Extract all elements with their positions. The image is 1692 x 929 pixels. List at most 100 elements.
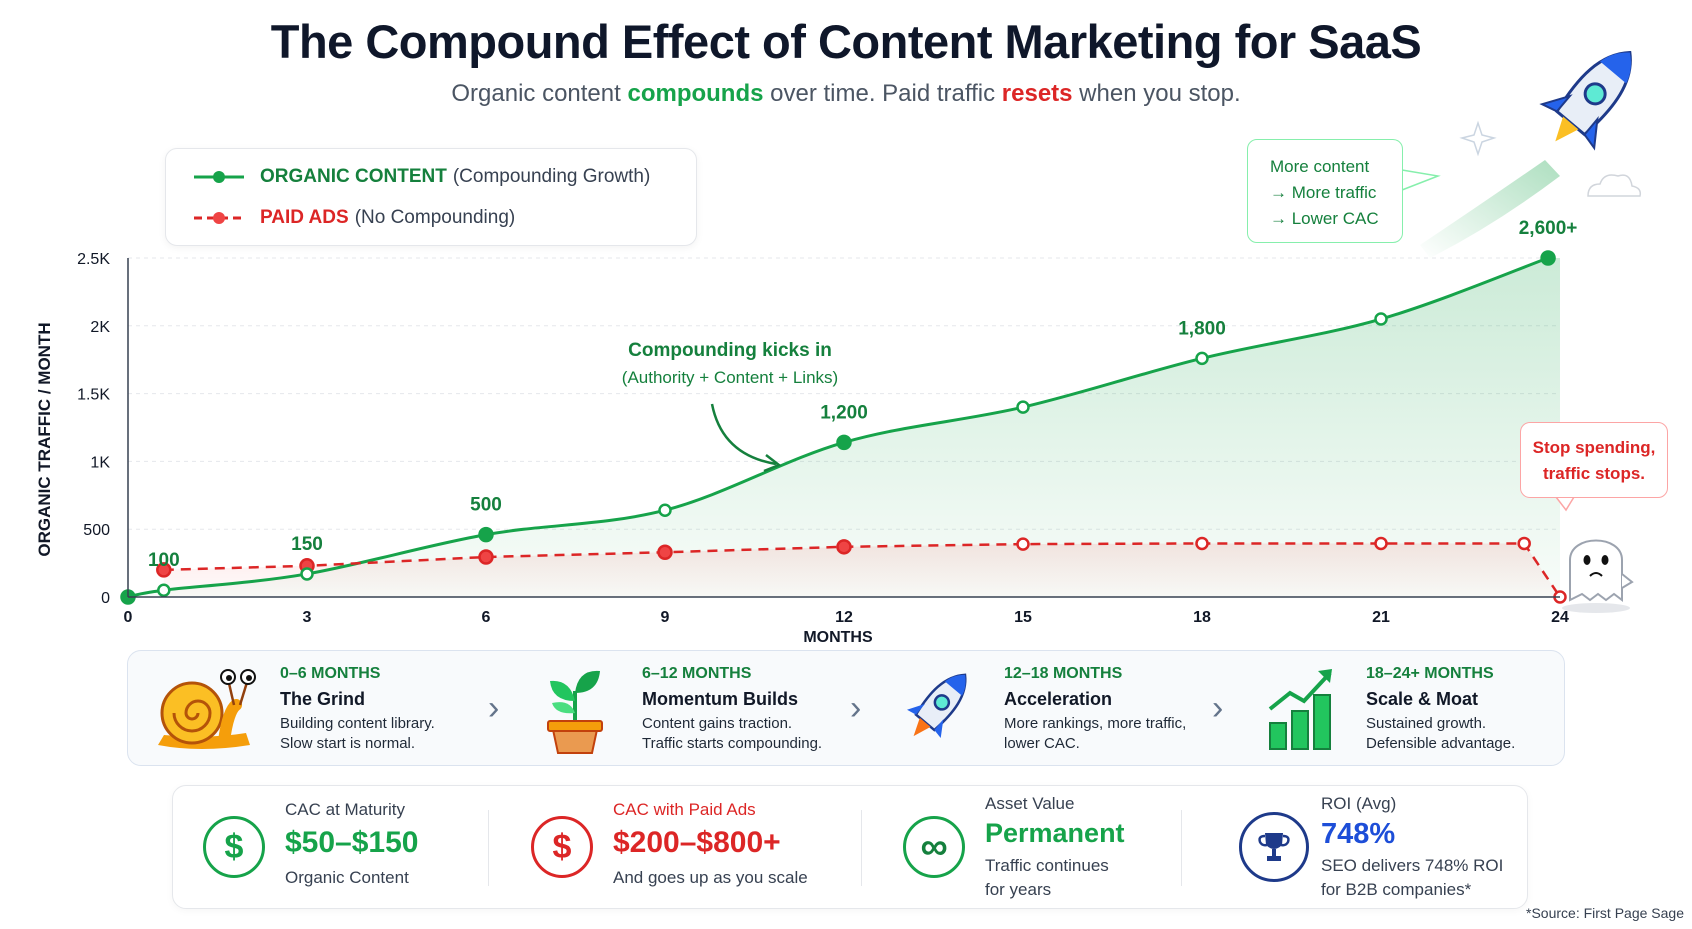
y-tick-label: 1K: [90, 454, 110, 471]
phase-card-acceleration: 12–18 MONTHS Acceleration More rankings,…: [872, 651, 1212, 767]
organic-area: [128, 258, 1560, 597]
phase-desc: Slow start is normal.: [280, 735, 416, 752]
x-axis-label: MONTHS: [803, 629, 873, 646]
callout-red-line: traffic stops.: [1542, 464, 1646, 483]
rocket-trail: [1420, 160, 1560, 258]
source-note: *Source: First Page Sage: [1526, 905, 1684, 921]
compounding-label-2: (Authority + Content + Links): [622, 368, 838, 387]
callout-red-line: Stop spending,: [1532, 438, 1656, 457]
organic-point: [1195, 351, 1209, 366]
compounding-arrow: [710, 403, 777, 466]
page-subtitle: Organic content compounds over time. Pai…: [0, 80, 1692, 108]
phase-name: Acceleration: [1004, 689, 1113, 709]
paid-point: [1195, 536, 1209, 551]
compounding-arrowhead: [763, 454, 782, 473]
dollar-icon: $: [531, 816, 593, 878]
subtitle-part: when you stop.: [1072, 80, 1241, 107]
organic-point: [300, 567, 314, 581]
x-tick-label: 9: [661, 609, 670, 626]
phase-desc: Content gains traction.: [642, 715, 793, 732]
chevron-right-icon: ›: [488, 689, 500, 727]
organic-point: [1540, 250, 1556, 266]
legend-organic-name: ORGANIC CONTENT: [260, 166, 447, 187]
organic-point: [157, 583, 171, 597]
subtitle-compounds: compounds: [627, 80, 764, 107]
stat-label: ROI (Avg): [1321, 794, 1397, 813]
divider: [1181, 810, 1182, 886]
stat-label: CAC at Maturity: [285, 800, 405, 819]
subtitle-part: Organic content: [451, 80, 628, 107]
phase-card-scale: 18–24+ MONTHS Scale & Moat Sustained gro…: [1234, 651, 1564, 767]
paid-point: [1016, 537, 1030, 551]
x-tick-label: 0: [124, 609, 133, 626]
paid-point: [657, 544, 673, 561]
phase-desc: Traffic starts compounding.: [642, 735, 823, 752]
callout-stop-spending: Stop spending, traffic stops.: [1520, 422, 1668, 498]
x-tick-label: 12: [835, 609, 853, 626]
y-tick-label: 2K: [90, 319, 110, 336]
x-tick-label: 24: [1551, 609, 1569, 626]
callout-green-line: → More traffic: [1270, 183, 1377, 202]
paid-line: [163, 542, 1562, 598]
phase-desc: Defensible advantage.: [1366, 735, 1516, 752]
organic-point: [836, 434, 852, 451]
y-tick-label: 2.5K: [77, 251, 110, 268]
x-tick-label: 21: [1372, 609, 1390, 626]
stat-label: Asset Value: [985, 794, 1075, 813]
phase-period: 6–12 MONTHS: [642, 665, 752, 682]
divider: [488, 810, 489, 886]
phase-desc: More rankings, more traffic,: [1004, 715, 1187, 732]
stat-cac-paid: $ CAC with Paid Ads $200–$800+ And goes …: [531, 786, 851, 910]
subtitle-resets: resets: [1001, 80, 1073, 107]
y-tick-label: 500: [83, 522, 110, 539]
stat-value: 748%: [1321, 818, 1396, 850]
phase-period: 0–6 MONTHS: [280, 665, 381, 682]
stat-desc: SEO delivers 748% ROI: [1321, 856, 1504, 875]
legend-organic-desc: (Compounding Growth): [452, 166, 651, 187]
stat-cac-maturity: $ CAC at Maturity $50–$150 Organic Conte…: [203, 786, 503, 910]
organic-data-label: 2,600+: [1519, 218, 1578, 239]
infinity-icon: ∞: [903, 816, 965, 878]
snail-icon: [158, 669, 256, 749]
phase-desc: lower CAC.: [1004, 735, 1080, 752]
y-tick-label: 0: [101, 590, 110, 607]
phase-period: 12–18 MONTHS: [1004, 665, 1123, 682]
organic-line: [127, 256, 1549, 599]
legend-line-paid-icon: [194, 212, 244, 224]
organic-point: [658, 503, 672, 517]
green-callout-tail: [1401, 169, 1441, 191]
x-tick-label: 15: [1014, 609, 1032, 626]
chevron-right-icon: ›: [1212, 689, 1224, 727]
organic-point: [1016, 400, 1030, 414]
organic-point: [478, 526, 494, 543]
paid-point: [836, 539, 852, 555]
red-callout-tail: [1555, 496, 1575, 512]
cloud-icon: [1587, 174, 1642, 197]
paid-point: [1374, 536, 1388, 551]
growth-phases-panel: 0–6 MONTHS The Grind Building content li…: [127, 650, 1565, 766]
stats-panel: $ CAC at Maturity $50–$150 Organic Conte…: [172, 785, 1528, 909]
legend-line-organic-icon: [194, 171, 244, 183]
phase-period: 18–24+ MONTHS: [1366, 665, 1494, 682]
organic-data-label: 150: [291, 534, 323, 555]
phase-name: Scale & Moat: [1366, 689, 1479, 709]
legend-item-organic: ORGANIC CONTENT (Compounding Growth): [194, 162, 650, 192]
trophy-icon: [1239, 812, 1309, 882]
dollar-icon: $: [203, 816, 265, 878]
stat-value: $200–$800+: [613, 826, 781, 859]
organic-point: [1374, 312, 1388, 326]
phase-name: Momentum Builds: [642, 689, 798, 709]
callout-more-content: More content → More traffic → Lower CAC: [1247, 139, 1403, 243]
paid-point: [1517, 536, 1531, 551]
paid-point: [478, 549, 494, 565]
legend-paid-desc: (No Compounding): [354, 207, 516, 228]
paid-area: [163, 543, 1560, 597]
bar-growth-icon: [1268, 669, 1332, 750]
callout-green-line: More content: [1270, 157, 1370, 176]
stat-desc: for B2B companies*: [1321, 880, 1472, 899]
y-axis-label: ORGANIC TRAFFIC / MONTH: [35, 322, 54, 556]
organic-data-label: 1,200: [820, 402, 868, 423]
sprout-icon: [547, 670, 603, 754]
stat-desc: for years: [985, 880, 1052, 899]
